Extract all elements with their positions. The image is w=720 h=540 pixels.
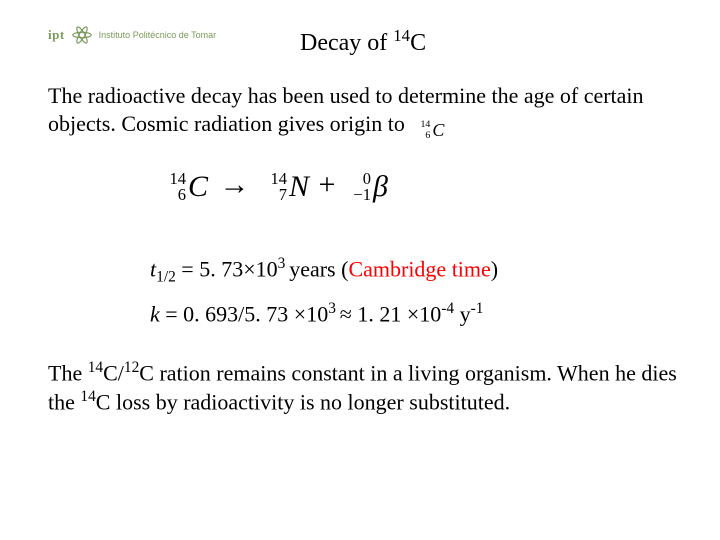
- t-times: ×: [243, 256, 255, 281]
- p2-c: loss by radioactivity is no longer subst…: [110, 389, 510, 414]
- eq-lhs: 14 6 C: [186, 170, 208, 204]
- eq-rhs1-symbol: N: [287, 170, 309, 203]
- title-mass: 14: [393, 26, 410, 45]
- closing-paragraph: The 14C/12C ration remains constant in a…: [48, 358, 678, 416]
- k-sup1: 3: [328, 300, 340, 317]
- eq-rhs2: 0 −1 β: [371, 170, 388, 204]
- p2-mass2: 12: [124, 359, 139, 376]
- t-subscript: 1/2: [156, 269, 176, 286]
- p2-sym3: C: [96, 389, 111, 414]
- eq-rhs1: 14 7 N: [287, 170, 309, 204]
- k-eq: = 0. 693/5. 73: [160, 301, 294, 326]
- t-eq: = 5. 73: [176, 256, 243, 281]
- k-approx: ≈: [340, 301, 352, 326]
- inline-atomic: 6: [425, 130, 430, 142]
- p2-mass3: 14: [80, 388, 95, 405]
- p2-sym1: C/: [103, 360, 124, 385]
- eq-rhs1-atomic: 7: [279, 185, 287, 205]
- eq-rhs2-symbol: β: [371, 170, 388, 203]
- t-sup: 3: [278, 255, 290, 272]
- k-symbol: k: [150, 301, 160, 326]
- title-symbol: C: [410, 30, 426, 56]
- p2-a: The: [48, 360, 88, 385]
- intro-paragraph: The radioactive decay has been used to d…: [48, 82, 668, 142]
- t-years: years (: [289, 256, 348, 281]
- half-life-line: t1/2 = 5. 73×103 years (Cambridge time): [150, 255, 498, 287]
- eq-lhs-atomic: 6: [178, 185, 186, 205]
- rate-constant-line: k = 0. 693/5. 73 ×103 ≈ 1. 21 ×10-4 y-1: [150, 300, 483, 327]
- eq-lhs-symbol: C: [186, 170, 208, 203]
- inline-symbol: C: [430, 120, 444, 140]
- eq-arrow: →: [216, 168, 254, 201]
- logo-subtitle: Instituto Politécnico de Tomar: [99, 30, 216, 40]
- k-times1: ×: [294, 301, 306, 326]
- k-unit: y: [454, 301, 471, 326]
- eq-rhs2-atomic: −1: [353, 185, 371, 205]
- decay-equation: 14 6 C → 14 7 N + 0 −1 β: [160, 168, 388, 204]
- k-unit-sup: -1: [471, 300, 484, 317]
- title-prefix: Decay of: [300, 30, 393, 56]
- institution-logo: ipt Instituto Politécnico de Tomar: [48, 24, 216, 46]
- logo-star-icon: [71, 24, 93, 46]
- intro-text: The radioactive decay has been used to d…: [48, 83, 644, 136]
- inline-nuclide-c14: 14 6 C: [416, 118, 444, 142]
- p2-mass1: 14: [88, 359, 103, 376]
- cambridge-time-link[interactable]: Cambridge time: [348, 256, 490, 281]
- slide-title: Decay of 14C: [300, 26, 426, 57]
- t-close: ): [491, 256, 498, 281]
- k-val: 1. 21: [352, 301, 407, 326]
- eq-plus: +: [317, 168, 338, 201]
- k-times2: ×: [407, 301, 419, 326]
- k-sup2: -4: [441, 300, 454, 317]
- logo-ipt-text: ipt: [48, 27, 65, 43]
- p2-sym2: C: [139, 360, 154, 385]
- k-base2: 10: [419, 301, 441, 326]
- t-base: 10: [256, 256, 278, 281]
- k-base1: 10: [306, 301, 328, 326]
